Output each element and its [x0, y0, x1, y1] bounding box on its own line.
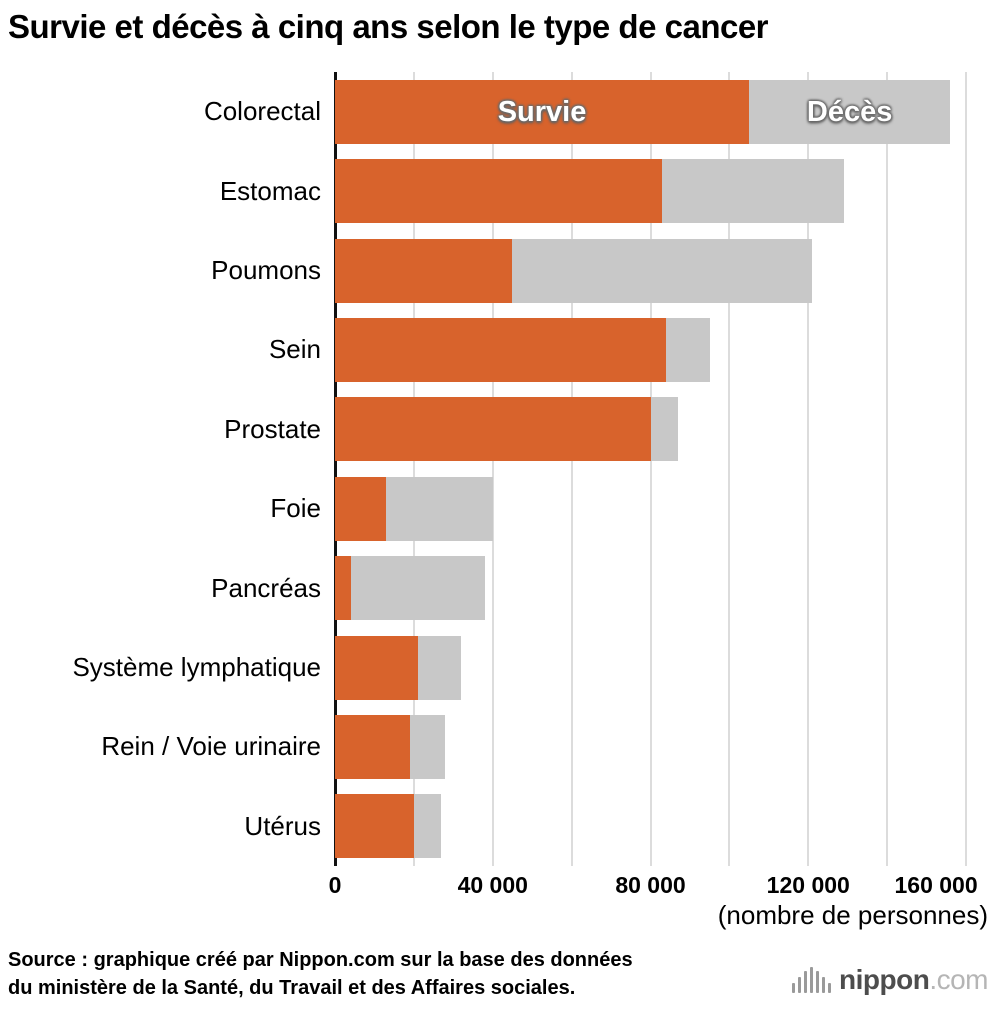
- bar-row-sein: Sein: [0, 310, 1000, 389]
- nippon-logo: nippon.com: [792, 964, 988, 996]
- bar-segment-deces: [409, 714, 446, 779]
- bar-track: [335, 238, 966, 303]
- category-label: Rein / Voie urinaire: [101, 731, 321, 762]
- category-label: Sein: [268, 334, 321, 365]
- bar-track: [335, 79, 966, 144]
- bar-segment-survie: [335, 159, 663, 224]
- x-tick-label: 80 000: [615, 872, 686, 898]
- category-label: Système lymphatique: [72, 652, 321, 683]
- bar-segment-deces: [650, 397, 679, 462]
- category-label: Utérus: [244, 810, 321, 841]
- nippon-logo-text: nippon.com: [839, 964, 988, 996]
- logo-tld: .com: [929, 964, 988, 995]
- bar-row-systeme-lymphatique: Système lymphatique: [0, 628, 1000, 707]
- bar-track: [335, 397, 966, 462]
- source-line-1: Source : graphique créé par Nippon.com s…: [8, 949, 633, 971]
- bar-segment-deces: [350, 556, 485, 621]
- bar-row-prostate: Prostate: [0, 390, 1000, 469]
- bar-segment-survie: [335, 556, 351, 621]
- bar-segment-survie: [335, 317, 667, 382]
- x-axis: 0 40 000 80 000 120 000 160 000: [329, 872, 978, 902]
- bar-track: [335, 159, 966, 224]
- gridline: [728, 72, 731, 866]
- gridline: [965, 72, 967, 866]
- series-label-deces: Décès: [806, 96, 893, 128]
- bar-segment-deces: [512, 238, 813, 303]
- y-axis-line: [334, 72, 337, 866]
- source-note: Source : graphique créé par Nippon.com s…: [8, 946, 633, 1002]
- category-label: Colorectal: [203, 96, 321, 127]
- x-tick-label: 120 000: [766, 872, 850, 898]
- bar-row-poumons: Poumons: [0, 231, 1000, 310]
- x-tick-label: 40 000: [457, 872, 528, 898]
- bar-segment-survie: [335, 397, 651, 462]
- bar-segment-deces: [386, 476, 493, 541]
- bar-track: [335, 794, 966, 859]
- bar-segment-survie: [335, 238, 513, 303]
- bar-segment-survie: [335, 714, 410, 779]
- category-label: Foie: [270, 493, 321, 524]
- category-label: Prostate: [224, 413, 321, 444]
- category-label: Estomac: [219, 175, 321, 206]
- series-label-survie: Survie: [497, 96, 587, 128]
- x-tick-label: 160 000: [894, 872, 978, 898]
- bar-track: [335, 317, 966, 382]
- bar-row-rein-voie-urinaire: Rein / Voie urinaire: [0, 707, 1000, 786]
- plot-area: [334, 72, 967, 866]
- logo-name: nippon: [839, 964, 930, 995]
- gridline: [412, 72, 415, 866]
- bar-rows: Colorectal Estomac Poumons Sein Prostate Foie…: [0, 72, 1000, 866]
- bar-track: [335, 556, 966, 621]
- bar-row-estomac: Estomac: [0, 151, 1000, 230]
- bar-row-foie: Foie: [0, 469, 1000, 548]
- bar-segment-survie: [335, 476, 387, 541]
- source-line-2: du ministère de la Santé, du Travail et …: [8, 977, 576, 999]
- bar-segment-deces: [413, 794, 442, 859]
- x-tick-label: 0: [328, 872, 342, 898]
- gridline: [491, 72, 494, 866]
- gridline: [886, 72, 889, 866]
- nippon-logo-icon: [792, 967, 832, 993]
- bar-track: [335, 476, 966, 541]
- bar-track: [335, 635, 966, 700]
- category-label: Pancréas: [211, 572, 321, 603]
- bar-row-uterus: Utérus: [0, 787, 1000, 866]
- bar-track: [335, 714, 966, 779]
- category-label: Poumons: [211, 255, 321, 286]
- x-axis-unit-label: (nombre de personnes): [717, 900, 988, 930]
- chart-title: Survie et décès à cinq ans selon le type…: [8, 8, 769, 45]
- bar-segment-deces: [749, 79, 951, 144]
- bar-segment-survie: [335, 79, 750, 144]
- bar-segment-survie: [335, 794, 414, 859]
- bar-segment-survie: [335, 635, 418, 700]
- gridline: [570, 72, 573, 866]
- gridline: [807, 72, 810, 866]
- bar-segment-deces: [666, 317, 710, 382]
- bar-row-colorectal: Colorectal: [0, 72, 1000, 151]
- bar-segment-deces: [662, 159, 844, 224]
- bar-row-pancreas: Pancréas: [0, 548, 1000, 627]
- bar-segment-deces: [417, 635, 462, 700]
- gridline: [649, 72, 652, 866]
